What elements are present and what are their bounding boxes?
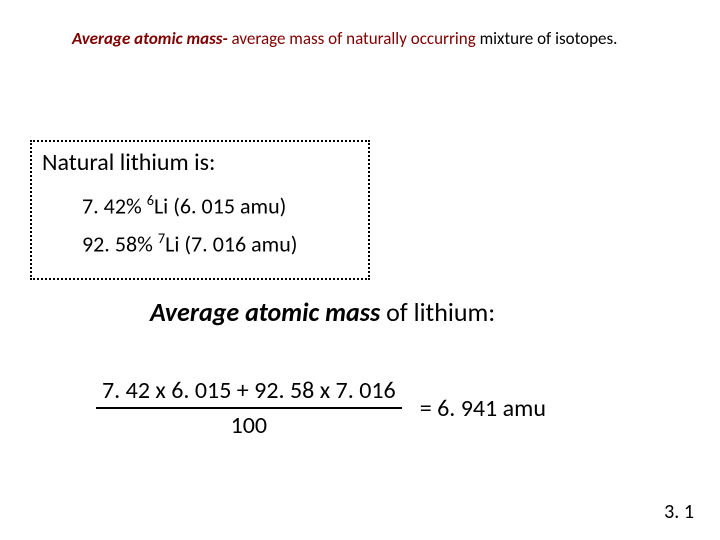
section-title-strong: Average atomic mass (150, 296, 380, 328)
definition-rest2: mixture of isotopes. (480, 28, 618, 49)
calculation-result: = 6. 941 amu (420, 394, 546, 423)
isotope-box: Natural lithium is: 7. 42% 6Li (6. 015 a… (30, 140, 370, 280)
iso2-mass-number: 7 (158, 229, 165, 247)
iso1-rest: Li (6. 015 amu) (154, 192, 286, 219)
box-heading: Natural lithium is: (42, 148, 358, 177)
iso2-pct: 92. 58% (82, 231, 158, 258)
page-number: 3. 1 (664, 500, 694, 524)
iso2-rest: Li (7. 016 amu) (165, 231, 297, 258)
calculation: 7. 42 x 6. 015 + 92. 58 x 7. 016 100 = 6… (96, 376, 546, 440)
fraction-numerator: 7. 42 x 6. 015 + 92. 58 x 7. 016 (96, 376, 402, 409)
fraction-denominator: 100 (231, 409, 268, 440)
section-title-rest: of lithium: (380, 296, 495, 328)
iso1-pct: 7. 42% (82, 192, 147, 219)
definition-term: Average atomic mass- (72, 28, 228, 49)
isotope-line-1: 7. 42% 6Li (6. 015 amu) (82, 191, 358, 219)
definition-line: Average atomic mass- average mass of nat… (72, 28, 690, 49)
iso1-mass-number: 6 (147, 191, 154, 209)
section-title: Average atomic mass of lithium: (150, 296, 495, 328)
isotope-line-2: 92. 58% 7Li (7. 016 amu) (82, 229, 358, 257)
fraction: 7. 42 x 6. 015 + 92. 58 x 7. 016 100 (96, 376, 402, 440)
definition-rest1: average mass of naturally occurring (228, 28, 480, 49)
